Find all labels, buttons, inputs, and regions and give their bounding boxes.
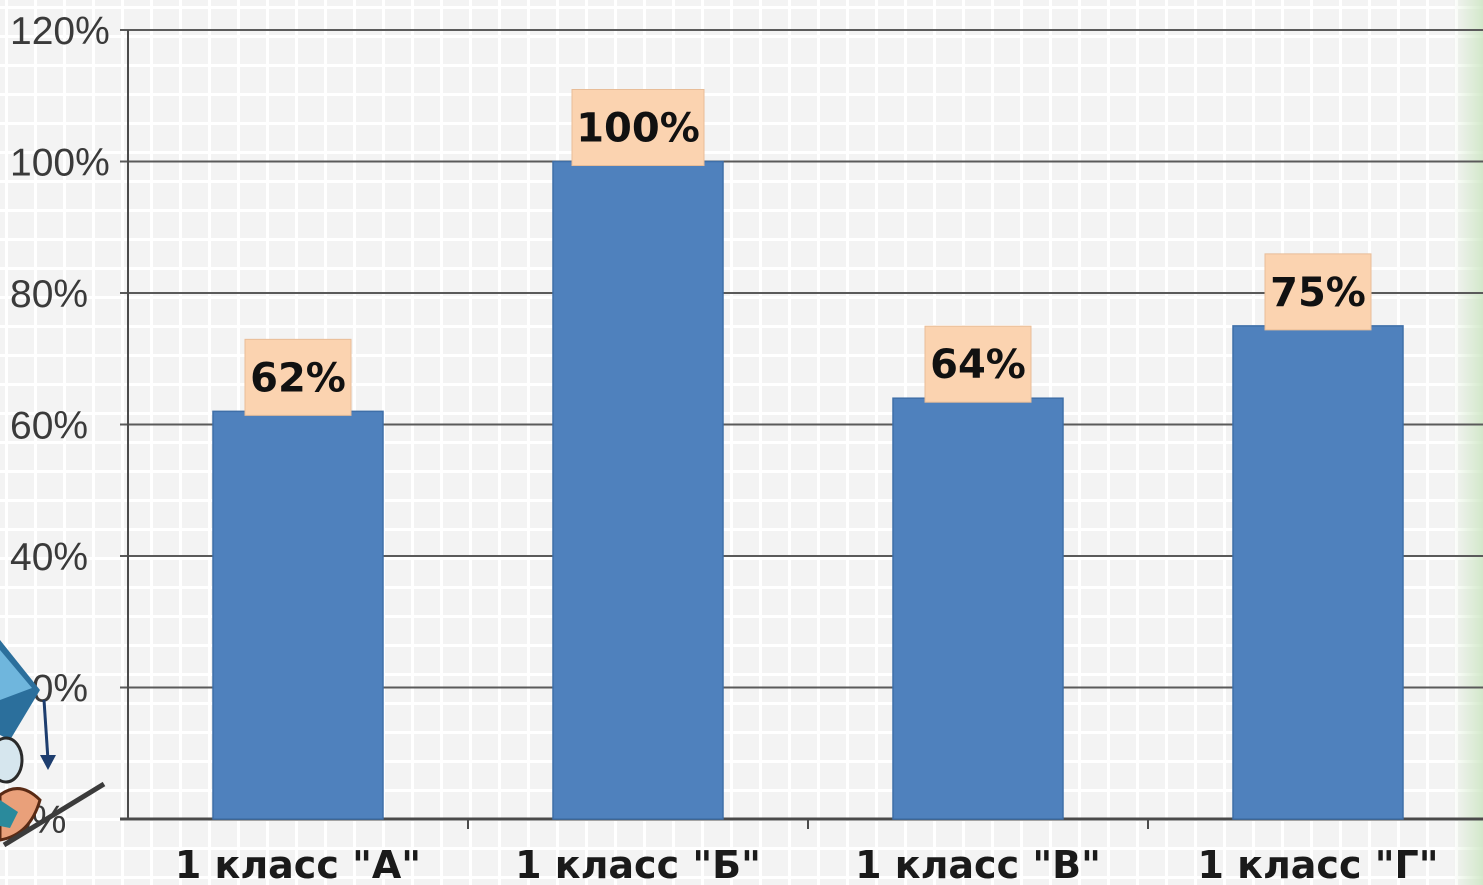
y-tick-label: 40% [10,536,88,579]
data-label-box [571,89,705,166]
data-label: 64% [930,342,1026,388]
x-category-label: 1 класс "Г" [1197,843,1438,885]
bars [212,160,1404,820]
data-label-box [244,338,352,416]
bar [1232,325,1404,820]
x-category-label: 1 класс "Б" [515,843,761,885]
data-label: 62% [250,355,346,401]
x-category-label: 1 класс "В" [855,843,1101,885]
y-tick-label: 120% [10,10,110,53]
data-label: 100% [576,106,700,152]
data-label-box [1264,253,1372,331]
y-tick-label: 80% [10,273,88,316]
slide-edge-decoration [1453,0,1483,885]
data-labels: 62% 100% 64% 75% [244,89,1372,416]
bar [892,397,1064,820]
teacher-cartoon-icon [0,640,106,848]
data-label: 75% [1270,270,1366,316]
y-tick-labels: 0%20%40%60%80%100%120% [10,10,110,842]
x-category-labels: 1 класс "А" 1 класс "Б" 1 класс "В" 1 класс… [175,843,1439,885]
y-tick-label: 100% [10,142,110,185]
y-tick-label: 60% [10,405,88,448]
x-category-label: 1 класс "А" [175,843,421,885]
bar [552,160,724,820]
bar [212,410,384,820]
data-label-box [924,325,1032,403]
